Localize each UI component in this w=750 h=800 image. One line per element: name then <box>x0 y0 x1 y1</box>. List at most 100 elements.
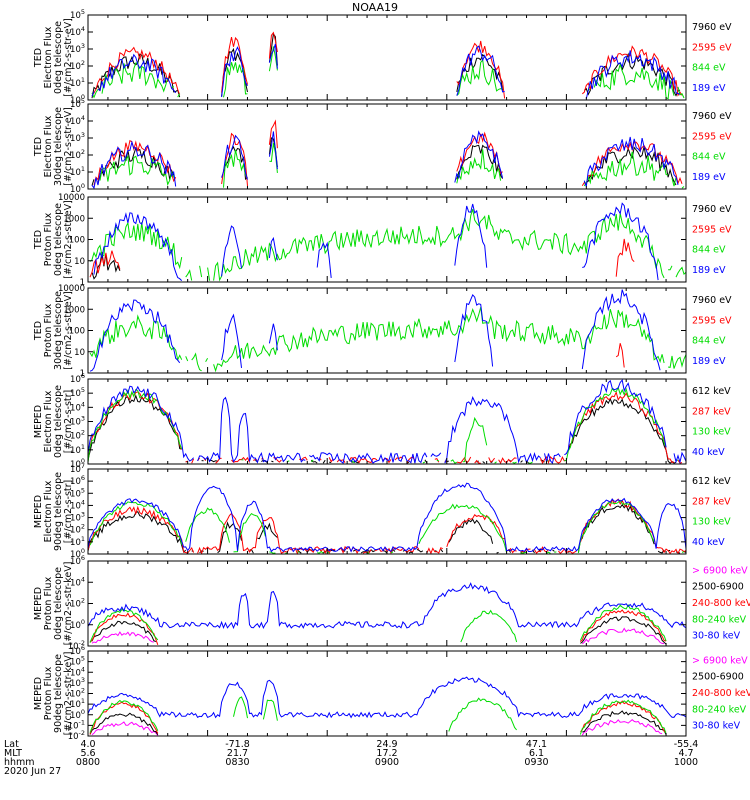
series-line-4 <box>93 202 659 281</box>
y-axis-label: Electron Flux <box>43 115 54 177</box>
panel-frame <box>87 103 687 190</box>
series-line-2 <box>91 31 683 99</box>
series-line-3 <box>89 609 667 645</box>
legend-entry: > 6900 keV <box>692 565 748 576</box>
series-line-1 <box>92 138 680 186</box>
y-axis-label: 0deg telescope <box>53 385 64 458</box>
legend-entry: 7960 eV <box>692 204 732 215</box>
x-axis-row-label: MLT <box>4 748 22 759</box>
x-tick-time: 0800 <box>76 757 100 768</box>
x-tick-lat: 24.9 <box>376 739 397 750</box>
series-line-4 <box>87 482 687 553</box>
y-tick-label: 10000 <box>58 193 85 203</box>
y-axis-label: Proton Flux <box>43 576 54 630</box>
panel-frame <box>87 650 687 737</box>
series-line-3 <box>89 700 667 735</box>
y-axis-label: Proton Flux <box>43 212 54 266</box>
legend-entry: 30-80 keV <box>692 721 741 732</box>
panel-frame <box>87 560 687 647</box>
y-axis-label: Electron Flux <box>43 26 54 88</box>
x-tick-time: 0900 <box>375 757 399 768</box>
x-tick-mlt: 5.6 <box>80 748 95 759</box>
legend-entry: 189 eV <box>692 172 726 183</box>
panel-frame <box>87 196 687 283</box>
legend-entry: 189 eV <box>692 265 726 276</box>
y-axis-label: MEPED <box>33 495 44 528</box>
legend-entry: 80-240 keV <box>692 614 747 625</box>
y-axis-label: [#/cm2-s-str-eV] <box>63 291 74 370</box>
series-line-5 <box>87 676 687 719</box>
series-line-2 <box>88 392 686 463</box>
x-tick-time: 0830 <box>225 757 249 768</box>
y-axis-label: TED <box>33 321 44 341</box>
y-axis-label: Proton Flux <box>43 666 54 720</box>
series-line-4 <box>89 289 661 372</box>
y-tick-label: 1000 <box>63 305 85 315</box>
x-tick-mlt: 6.1 <box>529 748 544 759</box>
legend-entry: 40 keV <box>692 447 725 458</box>
y-tick-label: 10 <box>74 257 85 267</box>
legend-entry: 612 keV <box>692 386 731 397</box>
y-tick-label: 10 <box>74 348 85 358</box>
y-tick-label: 100 <box>69 327 85 337</box>
legend-entry: 130 keV <box>692 517 731 528</box>
legend-entry: 189 eV <box>692 83 726 94</box>
legend-entry: 287 keV <box>692 496 731 507</box>
legend-entry: 2500-6900 <box>692 672 744 683</box>
series-line-5 <box>87 582 687 630</box>
y-tick-label: 106 <box>70 372 85 385</box>
y-axis-label: [#/cm2-s-str-keV] <box>63 562 74 646</box>
x-tick-mlt: 21.7 <box>227 748 248 759</box>
y-axis-label: TED <box>33 137 44 157</box>
x-tick-lat: -71.8 <box>225 739 250 750</box>
y-axis-label: 0deg telescope <box>53 21 64 94</box>
panel-frame <box>87 378 687 465</box>
y-axis-label: 0deg telescope <box>53 203 64 276</box>
legend-entry: 2595 eV <box>692 315 732 326</box>
y-tick-label: 1 <box>80 278 85 288</box>
panel-frame <box>87 14 687 101</box>
legend-entry: 80-240 keV <box>692 704 747 715</box>
chart-title: NOAA19 <box>351 1 399 14</box>
x-tick-time: 0930 <box>524 757 548 768</box>
series-line-3 <box>89 209 687 282</box>
y-axis-label: [#/cm2-s-str-keV] <box>63 652 74 736</box>
legend-entry: 240-800 keV <box>692 598 750 609</box>
legend-entry: 7960 eV <box>692 22 732 33</box>
series-line-3 <box>89 307 687 373</box>
y-axis-label: 90deg telescope <box>53 472 64 551</box>
series-line-2 <box>615 343 625 368</box>
y-axis-label: 90deg telescope <box>53 654 64 733</box>
series-line-4 <box>92 44 684 99</box>
series-line-4 <box>87 378 687 465</box>
y-axis-label: MEPED <box>33 405 44 438</box>
y-axis-label: [#/cm2-s-str-eV] <box>63 107 74 186</box>
legend-entry: 844 eV <box>692 336 726 347</box>
series-line-3 <box>89 499 685 554</box>
panel-4: 1 10 100 1000 10000 TED Proton Flux 30deg teles… <box>33 284 732 379</box>
series-line-1 <box>87 503 687 554</box>
legend-entry: 2595 eV <box>692 224 732 235</box>
y-axis-label: MEPED <box>33 677 44 710</box>
legend-entry: 2595 eV <box>692 131 732 142</box>
legend-entry: 240-800 keV <box>692 688 750 699</box>
y-axis-label: Electron Flux <box>43 480 54 542</box>
series-line-2 <box>89 238 635 278</box>
y-axis-label: TED <box>33 48 44 68</box>
y-tick-label: 1000 <box>63 214 85 224</box>
x-axis-row-label: hhmm <box>4 757 35 768</box>
x-tick-mlt: 17.2 <box>376 748 397 759</box>
series-line-3 <box>99 143 685 189</box>
y-axis-label: 30deg telescope <box>53 291 64 370</box>
x-axis-row-label: Lat <box>4 739 19 750</box>
x-tick-lat: 4.0 <box>80 739 95 750</box>
legend-entry: 844 eV <box>692 245 726 256</box>
series-line-4 <box>89 696 667 735</box>
legend-entry: 844 eV <box>692 152 726 163</box>
legend-entry: 844 eV <box>692 63 726 74</box>
